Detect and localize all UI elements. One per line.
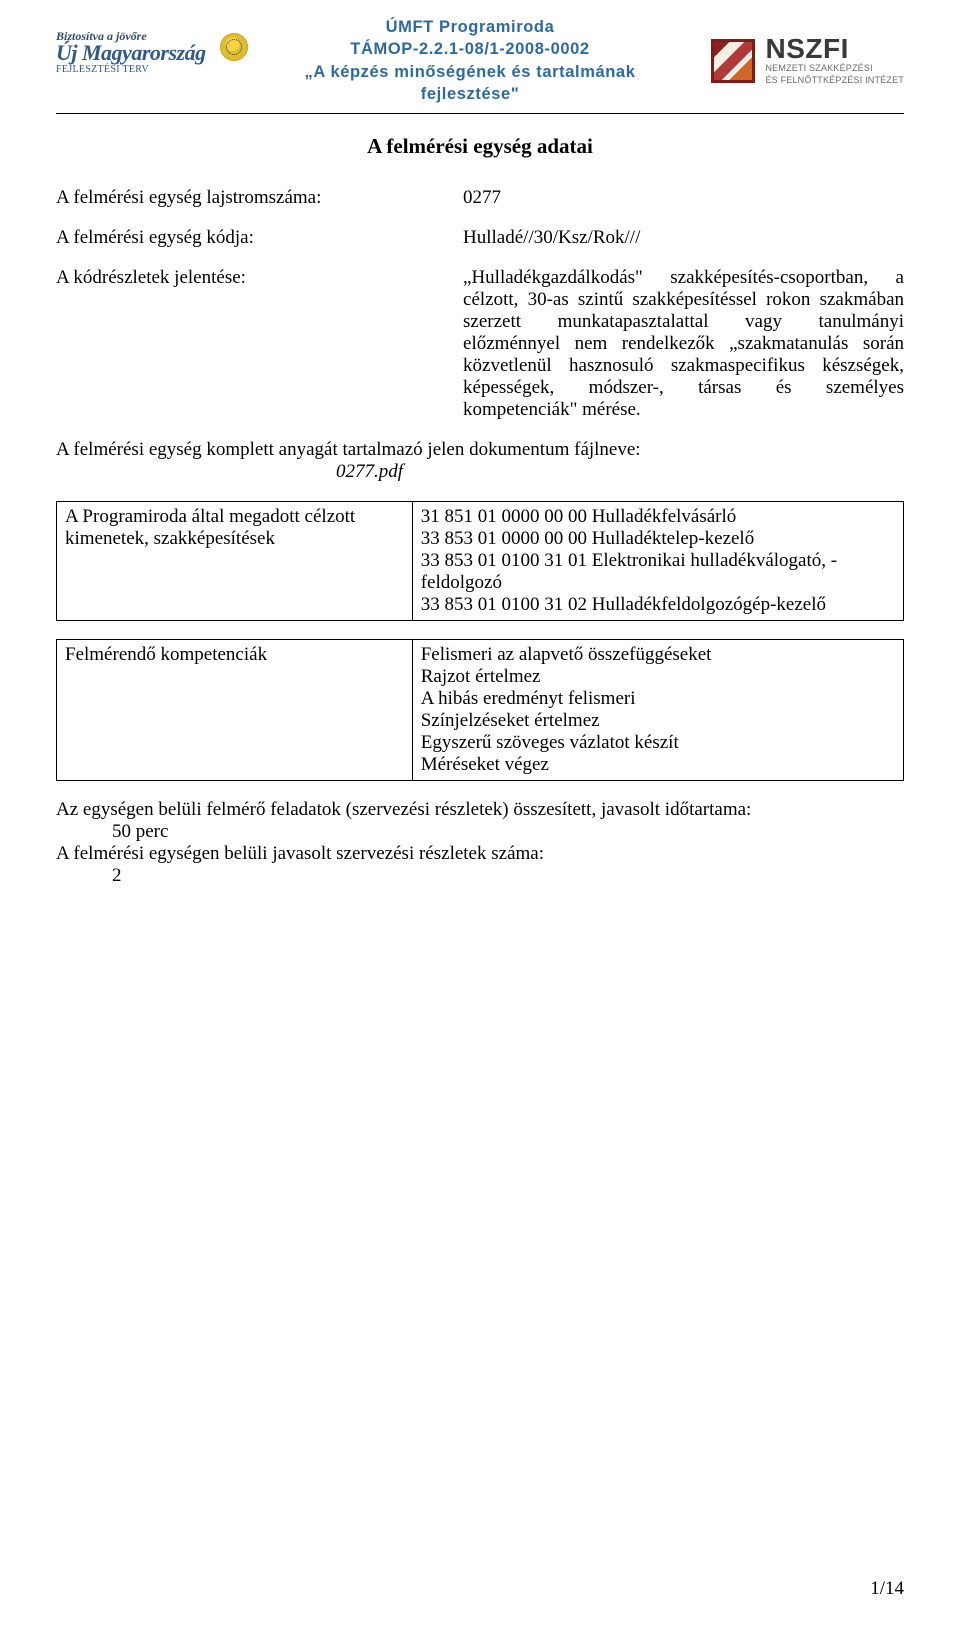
header-center: ÚMFT Programiroda TÁMOP-2.2.1-08/1-2008-… (268, 16, 672, 105)
comps-line: Méréseket végez (421, 754, 895, 776)
comps-line: Rajzot értelmez (421, 666, 895, 688)
tail-line1: Az egységen belüli felmérő feladatok (sz… (56, 799, 904, 821)
outputs-left: A Programiroda által megadott célzott ki… (57, 502, 413, 621)
right-logo-abbr: NSZFI (765, 36, 904, 61)
tail-block: Az egységen belüli felmérő feladatok (sz… (56, 799, 904, 887)
file-line-text: A felmérési egység komplett anyagát tart… (56, 439, 641, 460)
page-number: 1/14 (870, 1578, 904, 1600)
outputs-line: 31 851 01 0000 00 00 Hulladékfelvásárló (421, 506, 895, 528)
comps-line: Színjelzéseket értelmez (421, 710, 895, 732)
comps-line: Egyszerű szöveges vázlatot készít (421, 732, 895, 754)
outputs-table: A Programiroda által megadott célzott ki… (56, 501, 904, 621)
page: Biztosítva a jövőre Új Magyarország FEJL… (0, 0, 960, 1628)
label-kod: A felmérési egység kódja: (56, 223, 463, 253)
section-title: A felmérési egység adatai (56, 134, 904, 159)
file-line: A felmérési egység komplett anyagát tart… (56, 439, 904, 483)
header-line4: fejlesztése" (268, 83, 672, 105)
comps-right: Felismeri az alapvető összefüggéseket Ra… (412, 640, 903, 781)
value-kod: Hulladé//30/Ksz/Rok/// (463, 223, 904, 253)
right-logo: NSZFI NEMZETI SZAKKÉPZÉSI ÉS FELNŐTTKÉPZ… (684, 36, 904, 86)
right-logo-text: NSZFI NEMZETI SZAKKÉPZÉSI ÉS FELNŐTTKÉPZ… (765, 36, 904, 86)
competencies-table: Felmérendő kompetenciák Felismeri az ala… (56, 639, 904, 781)
label-lajstrom: A felmérési egység lajstromszáma: (56, 183, 463, 213)
tail-indent2: 2 (112, 865, 904, 887)
outputs-line: 33 853 01 0100 31 02 Hulladékfeldolgozóg… (421, 594, 895, 616)
right-logo-full2: ÉS FELNŐTTKÉPZÉSI INTÉZET (765, 75, 904, 85)
header-line3: „A képzés minőségének és tartalmának (268, 61, 672, 83)
comps-left: Felmérendő kompetenciák (57, 640, 413, 781)
outputs-line: 33 853 01 0000 00 00 Hulladéktelep-kezel… (421, 528, 895, 550)
comps-line: Felismeri az alapvető összefüggéseket (421, 644, 895, 666)
outputs-line: 33 853 01 0100 31 01 Elektronikai hullad… (421, 550, 895, 594)
sun-icon (220, 33, 248, 61)
header-line1: ÚMFT Programiroda (268, 16, 672, 38)
label-jelentes: A kódrészletek jelentése: (56, 263, 463, 425)
tail-line2: A felmérési egységen belüli javasolt sze… (56, 843, 904, 865)
header-line2: TÁMOP-2.2.1-08/1-2008-0002 (268, 38, 672, 60)
outputs-right: 31 851 01 0000 00 00 Hulladékfelvásárló … (412, 502, 903, 621)
header-divider (56, 113, 904, 114)
comps-line: A hibás eredményt felismeri (421, 688, 895, 710)
left-logo: Biztosítva a jövőre Új Magyarország FEJL… (56, 29, 256, 93)
page-header: Biztosítva a jövőre Új Magyarország FEJL… (56, 16, 904, 113)
nszfi-mark-icon (711, 39, 755, 83)
tail-indent1: 50 perc (112, 821, 904, 843)
file-name: 0277.pdf (336, 461, 904, 483)
value-jelentes: „Hulladékgazdálkodás" szakképesítés-csop… (463, 263, 904, 425)
value-lajstrom: 0277 (463, 183, 904, 213)
right-logo-full1: NEMZETI SZAKKÉPZÉSI (765, 63, 904, 73)
metadata-table: A felmérési egység lajstromszáma: 0277 A… (56, 183, 904, 425)
